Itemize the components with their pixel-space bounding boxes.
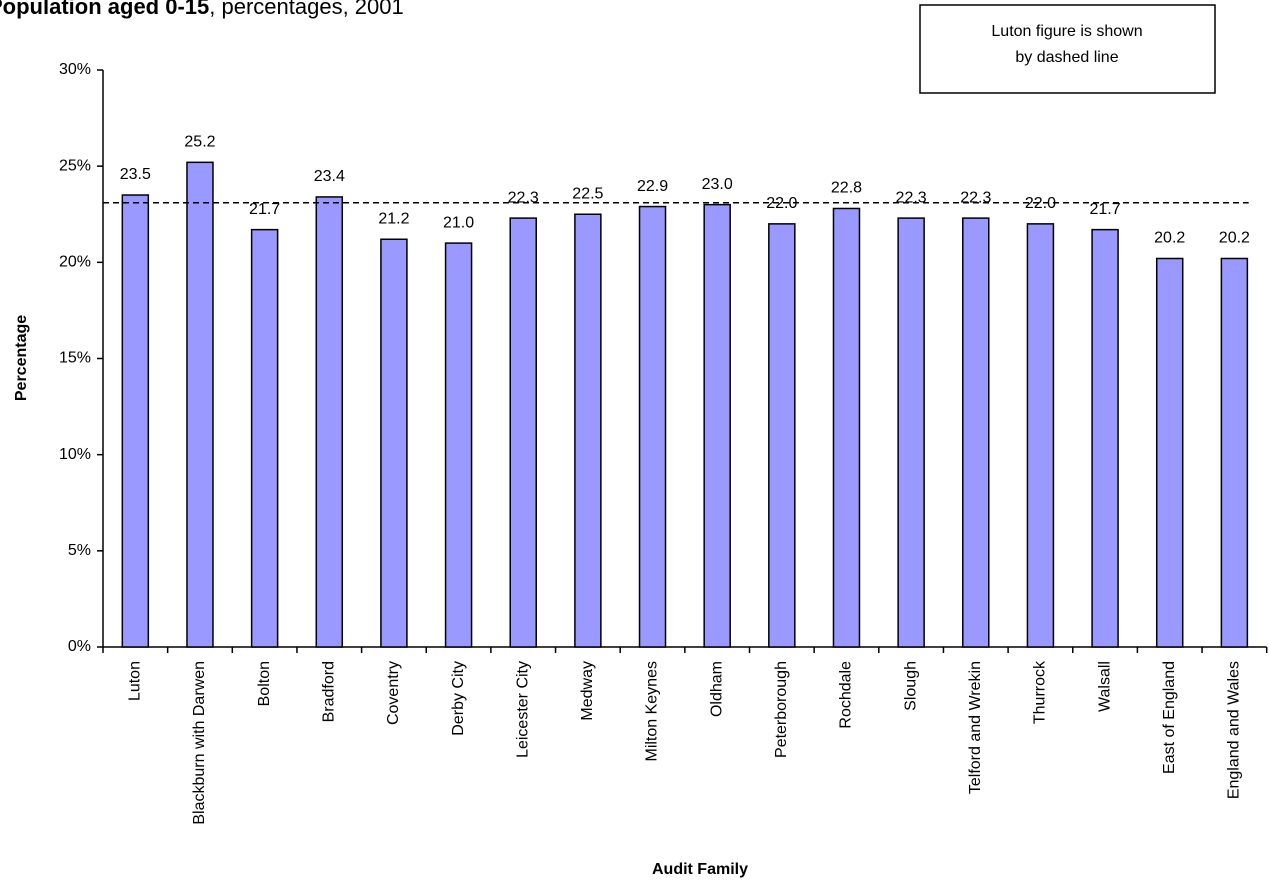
note: by dashed line <box>1015 49 1118 66</box>
bar <box>1220 257 1249 648</box>
bar <box>509 217 537 648</box>
value-label: 21.0 <box>443 214 474 231</box>
x-tick-label: East of England <box>1161 661 1178 774</box>
chart-title: Population aged 0-15, percentages, 2001 <box>0 0 404 19</box>
value-label: 22.3 <box>960 189 991 206</box>
value-label: 21.2 <box>378 210 409 227</box>
x-tick-label: Blackburn with Darwen <box>191 661 208 825</box>
value-label: 22.0 <box>766 195 797 212</box>
y-tick-label: 5% <box>68 542 91 559</box>
x-tick-label: Leicester City <box>514 661 531 758</box>
value-label: 20.2 <box>1154 230 1185 247</box>
x-tick-label: Bolton <box>256 661 273 706</box>
bar <box>250 228 279 648</box>
y-tick-label: 30% <box>59 61 91 78</box>
bar <box>315 196 344 648</box>
value-label: 22.5 <box>572 185 603 202</box>
value-label: 22.9 <box>637 178 668 195</box>
y-axis-label: Percentage <box>13 315 30 401</box>
y-tick-label: 0% <box>68 638 91 655</box>
bar <box>1026 223 1055 648</box>
x-tick-label: Coventry <box>385 661 402 725</box>
bar <box>121 194 150 648</box>
y-tick-label: 10% <box>59 446 91 463</box>
x-tick-label: England and Wales <box>1226 661 1243 799</box>
title: Population aged 0-15 <box>0 0 209 19</box>
bar <box>768 223 796 648</box>
value-label: 22.0 <box>1025 195 1056 212</box>
value-label: 22.8 <box>831 180 862 197</box>
x-axis-label: Audit Family <box>652 861 748 878</box>
x-tick-label: Derby City <box>450 661 467 736</box>
bar <box>832 207 861 648</box>
bar <box>444 242 473 648</box>
bar <box>962 217 990 648</box>
bar <box>1091 228 1119 648</box>
x-tick-label: Walsall <box>1096 661 1113 712</box>
x-tick-label: Peterborough <box>773 661 790 758</box>
note: Luton figure is shown <box>991 23 1142 40</box>
value-label: 25.2 <box>184 134 215 151</box>
bar <box>380 238 408 648</box>
bar <box>638 205 667 648</box>
value-label: 21.7 <box>249 201 280 218</box>
y-tick-label: 15% <box>59 350 91 367</box>
x-tick-label: Medway <box>579 661 596 721</box>
value-label: 21.7 <box>1090 201 1121 218</box>
value-label: 22.3 <box>508 189 539 206</box>
value-label: 20.2 <box>1219 230 1250 247</box>
bar <box>574 213 602 648</box>
x-tick-label: Thurrock <box>1032 660 1049 724</box>
bar <box>186 161 214 648</box>
value-label: 23.0 <box>702 176 733 193</box>
x-tick-label: Milton Keynes <box>644 661 661 762</box>
y-tick-label: 20% <box>59 254 91 271</box>
y-tick-label: 25% <box>59 157 91 174</box>
x-tick-label: Rochdale <box>838 661 855 729</box>
x-tick-label: Bradford <box>320 661 337 722</box>
bar <box>897 217 925 648</box>
x-tick-label: Oldham <box>708 661 725 717</box>
x-tick-label: Luton <box>127 661 144 701</box>
value-label: 23.5 <box>120 166 151 183</box>
x-tick-label: Telford and Wrekin <box>967 661 984 794</box>
bar <box>703 203 731 648</box>
value-label: 23.4 <box>314 168 345 185</box>
subtitle: , percentages, 2001 <box>209 0 403 19</box>
value-label: 22.3 <box>896 189 927 206</box>
x-tick-label: Slough <box>902 661 919 711</box>
note-box <box>919 4 1216 94</box>
bar <box>1155 257 1184 648</box>
